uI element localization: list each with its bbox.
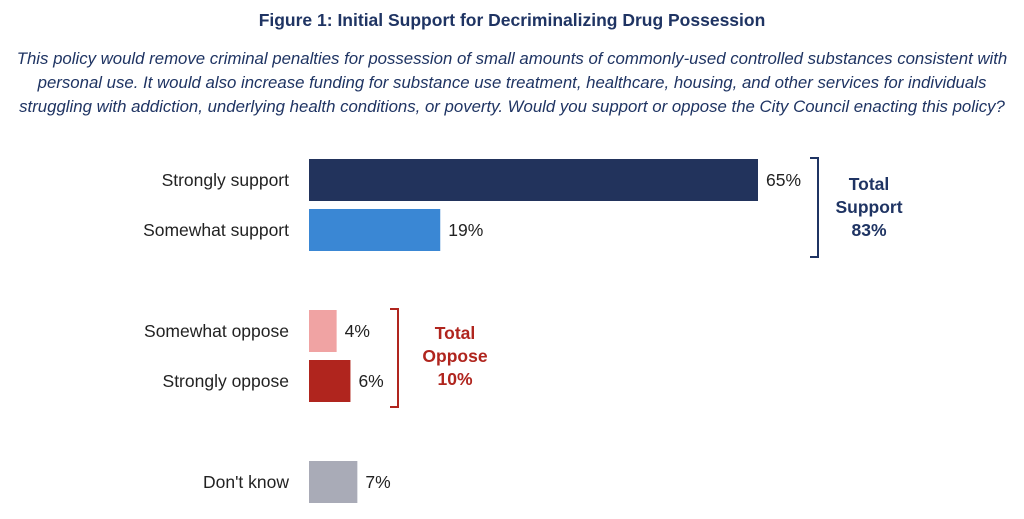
value-label-somewhat-support: 19%	[448, 220, 483, 240]
oppose-total-label: Total Oppose 10%	[422, 323, 487, 389]
bar-somewhat-oppose	[309, 310, 337, 352]
category-label-somewhat-support: Somewhat support	[143, 220, 289, 240]
support-total-label: Total Support 83%	[835, 174, 902, 240]
bar-somewhat-support	[309, 209, 441, 251]
value-label-strongly-support: 65%	[766, 170, 801, 190]
category-label-strongly-oppose: Strongly oppose	[163, 371, 289, 391]
category-label-somewhat-oppose: Somewhat oppose	[144, 321, 289, 341]
category-label-dont-know: Don't know	[203, 472, 289, 492]
support-bracket	[810, 157, 819, 258]
bar-strongly-support	[309, 159, 758, 201]
value-label-dont-know: 7%	[365, 472, 390, 492]
chart-title: Figure 1: Initial Support for Decriminal…	[258, 10, 766, 30]
value-label-strongly-oppose: 6%	[358, 371, 383, 391]
oppose-bracket	[390, 308, 399, 408]
value-label-somewhat-oppose: 4%	[345, 321, 370, 341]
bar-strongly-oppose	[309, 360, 351, 402]
category-label-strongly-support: Strongly support	[162, 170, 290, 190]
survey-question: This policy would remove criminal penalt…	[16, 49, 1008, 116]
bar-dont-know	[309, 461, 358, 503]
